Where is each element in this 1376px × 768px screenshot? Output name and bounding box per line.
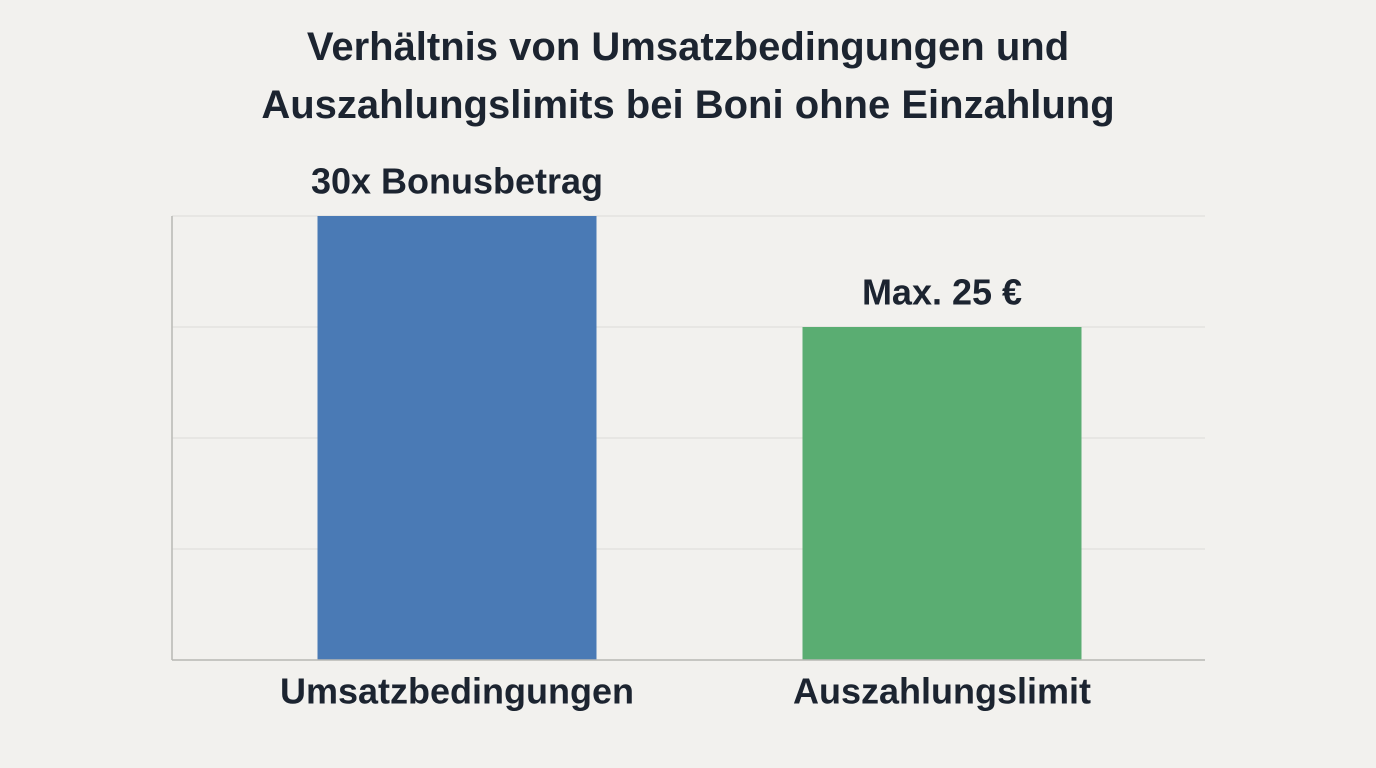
chart-title: Verhältnis von Umsatzbedingungen und Aus…	[261, 25, 1115, 127]
x-tick-label: Auszahlungslimit	[793, 671, 1091, 712]
x-tick-label: Umsatzbedingungen	[280, 671, 634, 712]
value-label: 30x Bonusbetrag	[311, 161, 603, 202]
bar	[317, 216, 597, 660]
bar	[802, 327, 1082, 660]
value-label: Max. 25 €	[862, 272, 1022, 313]
